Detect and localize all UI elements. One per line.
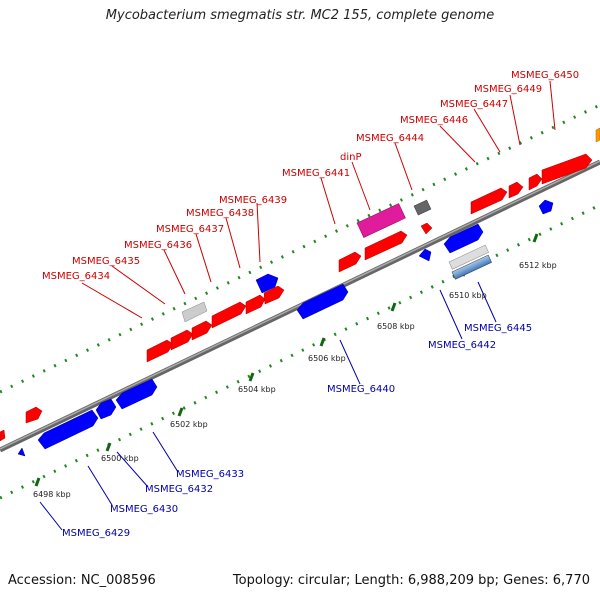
tick-label: 6502 kbp: [170, 420, 208, 429]
gene-arrow[interactable]: [115, 378, 158, 410]
gene-label[interactable]: MSMEG_6438: [186, 208, 254, 219]
gene-arrow[interactable]: [17, 447, 26, 457]
gene-arrow[interactable]: [420, 222, 433, 235]
gene-arrow[interactable]: [443, 223, 484, 254]
gene-arrow[interactable]: [211, 301, 247, 329]
gene-arrow[interactable]: [0, 429, 6, 442]
gene-orange[interactable]: [595, 127, 600, 143]
gene-arrow[interactable]: [470, 187, 508, 215]
tick-label: 6500 kbp: [101, 454, 139, 463]
gene-label[interactable]: MSMEG_6446: [400, 115, 468, 126]
gene-label[interactable]: MSMEG_6439: [219, 195, 287, 206]
tick-label: 6510 kbp: [449, 291, 487, 300]
bottom-leader-lines: [39, 281, 497, 531]
gene-label[interactable]: MSMEG_6447: [440, 99, 508, 110]
genome-summary: Topology: circular; Length: 6,988,209 bp…: [232, 573, 590, 588]
inner-tick-track: [0, 203, 600, 500]
tick-label: 6508 kbp: [377, 322, 415, 331]
gene-label[interactable]: MSMEG_6440: [327, 384, 395, 395]
genome-backbone: [0, 159, 600, 453]
tick-label: 6498 kbp: [33, 490, 71, 499]
gene-arrow[interactable]: [338, 251, 362, 273]
gene-arrow[interactable]: [418, 248, 432, 262]
gene-arrow[interactable]: [508, 181, 524, 199]
gene-label[interactable]: MSMEG_6429: [62, 528, 130, 539]
gene-light-grey[interactable]: [448, 244, 489, 270]
gene-label[interactable]: MSMEG_6442: [428, 340, 496, 351]
gene-arrow[interactable]: [95, 398, 117, 420]
gene-label[interactable]: MSMEG_6435: [72, 256, 140, 267]
gene-label[interactable]: MSMEG_6432: [145, 484, 213, 495]
gene-arrow[interactable]: [146, 339, 174, 363]
gene-label[interactable]: MSMEG_6445: [464, 323, 532, 334]
tick-labels: 6498 kbp 6500 kbp 6502 kbp 6504 kbp 6506…: [33, 261, 557, 499]
gene-grey[interactable]: [413, 199, 432, 216]
gene-arrow-pseudo[interactable]: [181, 301, 208, 323]
gene-arrow[interactable]: [245, 294, 266, 315]
top-leader-lines: [81, 80, 556, 319]
tick-label: 6504 kbp: [238, 385, 276, 394]
tick-label: 6506 kbp: [308, 354, 346, 363]
gene-label[interactable]: MSMEG_6449: [474, 84, 542, 95]
gene-label[interactable]: MSMEG_6441: [282, 168, 350, 179]
gene-arrow[interactable]: [191, 320, 213, 341]
gene-arrow[interactable]: [364, 230, 408, 261]
gene-label[interactable]: MSMEG_6436: [124, 240, 192, 251]
gene-label[interactable]: dinP: [340, 152, 362, 163]
forward-genes: [0, 153, 593, 442]
gene-label[interactable]: MSMEG_6450: [511, 70, 579, 81]
gene-arrow[interactable]: [528, 173, 543, 191]
gene-arrow[interactable]: [263, 285, 285, 305]
gene-arrow[interactable]: [37, 409, 99, 450]
tick-label: 6512 kbp: [519, 261, 557, 270]
gene-arrow[interactable]: [541, 153, 593, 185]
reverse-genes: [17, 199, 554, 457]
gene-arrow-dinP[interactable]: [356, 203, 406, 238]
gene-label[interactable]: MSMEG_6437: [156, 224, 224, 235]
genome-backbone-highlight: [0, 160, 600, 450]
bottom-gene-labels: MSMEG_6429 MSMEG_6430 MSMEG_6432 MSMEG_6…: [62, 323, 532, 539]
gene-arrow[interactable]: [255, 273, 279, 294]
gene-label[interactable]: MSMEG_6430: [110, 504, 178, 515]
gene-label[interactable]: MSMEG_6433: [176, 469, 244, 480]
top-gene-labels: MSMEG_6434 MSMEG_6435 MSMEG_6436 MSMEG_6…: [42, 70, 579, 282]
map-title: Mycobacterium smegmatis str. MC2 155, co…: [105, 8, 495, 23]
outer-tick-track: [0, 103, 600, 394]
gene-arrow[interactable]: [538, 199, 554, 215]
gene-arrow[interactable]: [296, 283, 349, 320]
gene-label[interactable]: MSMEG_6444: [356, 133, 424, 144]
gene-light-blue[interactable]: [451, 254, 492, 280]
accession-text: Accession: NC_008596: [8, 573, 156, 588]
gene-arrow[interactable]: [170, 329, 194, 351]
gene-arrow[interactable]: [25, 406, 43, 424]
gene-label[interactable]: MSMEG_6434: [42, 271, 110, 282]
